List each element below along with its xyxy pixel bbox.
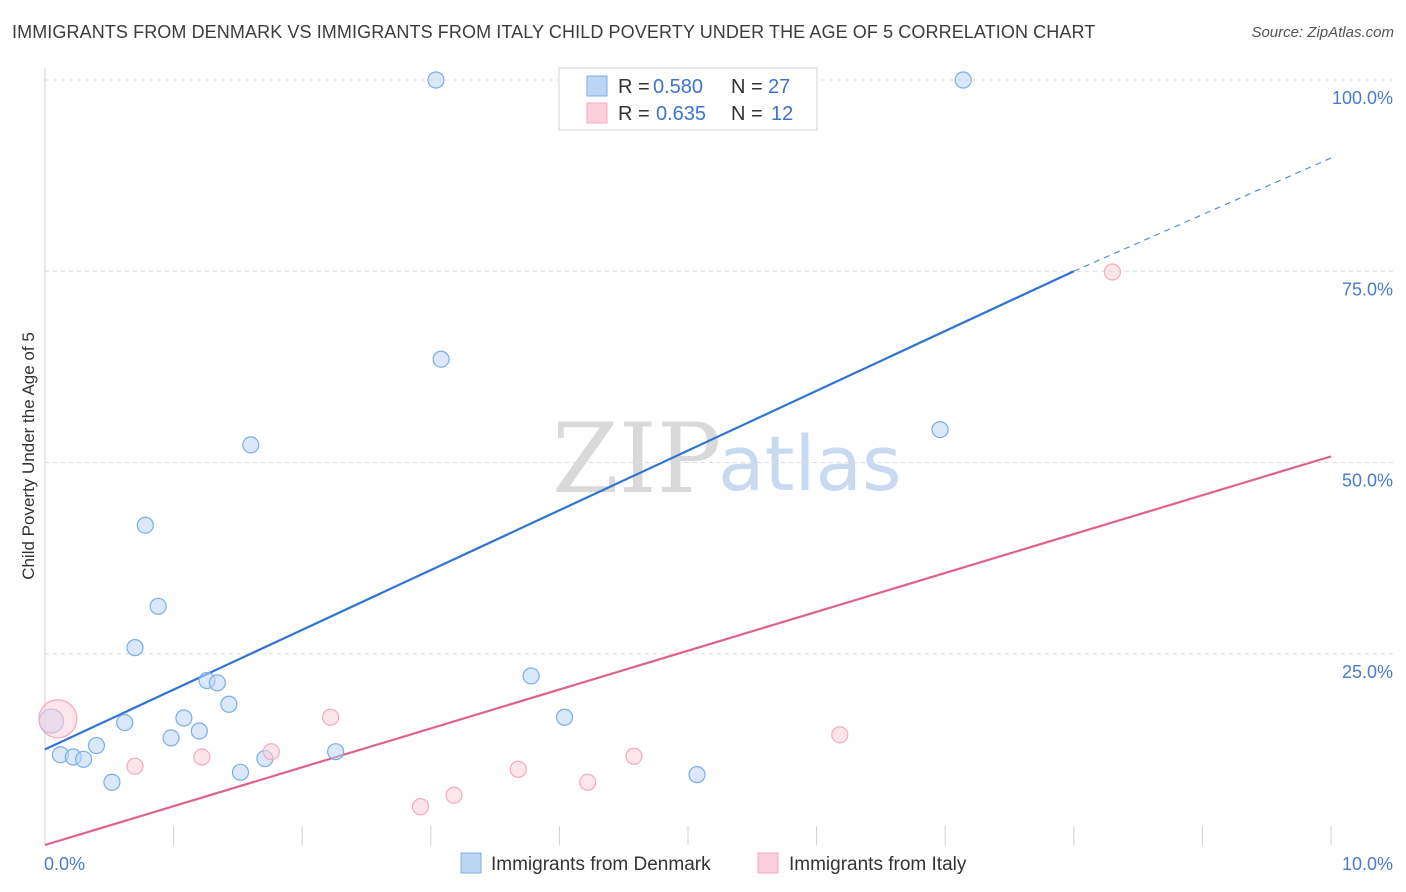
- y-tick-label: 100.0%: [1332, 88, 1393, 108]
- data-point: [126, 639, 144, 657]
- data-point: [625, 747, 643, 765]
- data-point: [931, 421, 949, 439]
- data-point: [162, 729, 180, 747]
- data-point: [688, 766, 706, 784]
- data-point: [74, 750, 93, 768]
- axes: 100.0% 75.0% 50.0% 25.0% 0.0% 10.0%: [44, 68, 1393, 874]
- trend-lines: [44, 157, 1332, 847]
- watermark-zip: ZIP: [552, 403, 721, 515]
- y-tick-label: 25.0%: [1342, 662, 1393, 682]
- y-tick-label: 50.0%: [1342, 471, 1393, 491]
- y-tick-label: 75.0%: [1342, 279, 1393, 299]
- chart-title: IMMIGRANTS FROM DENMARK VS IMMIGRANTS FR…: [12, 22, 1096, 42]
- trend-line: [44, 270, 1075, 751]
- legend-denmark-n-label: N =: [731, 76, 763, 98]
- data-point: [231, 763, 250, 781]
- bottom-legend-italy: Immigrants from Italy: [789, 854, 967, 875]
- data-point: [432, 350, 450, 368]
- legend: R = 0.580 N = 27 R = 0.635 N = 12: [558, 67, 818, 131]
- source-label: Source: ZipAtlas.com: [1251, 24, 1394, 41]
- legend-italy-n-label: N =: [731, 103, 763, 125]
- data-point: [126, 757, 144, 775]
- bottom-legend-swatch-denmark: [460, 852, 482, 874]
- data-point: [262, 743, 280, 761]
- data-point: [831, 726, 849, 744]
- legend-denmark-r-value: 0.580: [653, 76, 703, 98]
- data-point: [193, 748, 211, 766]
- data-point: [327, 743, 345, 761]
- legend-italy-r-label: R =: [618, 103, 650, 125]
- trend-line-extension: [1073, 157, 1332, 272]
- bottom-legend-swatch-italy: [757, 852, 779, 874]
- y-axis-label: Child Poverty Under the Age of 5: [19, 332, 38, 580]
- data-point: [242, 436, 260, 454]
- x-tick-label: 0.0%: [44, 854, 85, 874]
- data-point: [149, 597, 167, 615]
- data-point: [411, 798, 430, 816]
- watermark-atlas: atlas: [718, 419, 902, 508]
- data-point: [103, 773, 121, 791]
- data-point: [427, 71, 445, 89]
- data-point: [190, 722, 208, 740]
- data-point: [522, 667, 540, 685]
- grid: [45, 79, 1393, 655]
- data-point: [116, 713, 134, 732]
- legend-denmark-r-label: R =: [618, 76, 650, 98]
- data-point: [555, 708, 574, 726]
- data-point: [208, 674, 226, 692]
- data-point: [38, 699, 78, 739]
- data-point: [220, 695, 238, 713]
- legend-denmark-n-value: 27: [768, 76, 790, 98]
- x-tick-label: 10.0%: [1342, 854, 1393, 874]
- data-point: [1103, 263, 1121, 281]
- watermark: ZIP atlas: [552, 403, 902, 515]
- legend-italy-r-value: 0.635: [656, 103, 706, 125]
- data-point: [445, 786, 463, 804]
- data-point: [509, 760, 527, 778]
- data-point: [175, 709, 193, 727]
- data-point: [136, 516, 154, 534]
- data-point: [87, 736, 106, 755]
- data-point: [954, 71, 972, 89]
- bottom-legend: Immigrants from Denmark Immigrants from …: [460, 852, 967, 875]
- legend-swatch-italy: [586, 102, 608, 124]
- data-points: [38, 71, 1121, 816]
- legend-italy-n-value: 12: [771, 103, 793, 125]
- bottom-legend-denmark: Immigrants from Denmark: [491, 854, 711, 875]
- trend-line: [44, 455, 1332, 847]
- legend-swatch-denmark: [586, 75, 608, 97]
- data-point: [579, 773, 597, 791]
- data-point: [321, 708, 340, 726]
